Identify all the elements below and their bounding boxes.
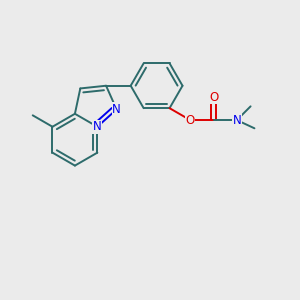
Text: O: O (209, 91, 218, 104)
Text: N: N (112, 103, 121, 116)
Text: N: N (93, 120, 102, 133)
Text: O: O (186, 114, 195, 127)
Text: N: N (232, 114, 241, 127)
